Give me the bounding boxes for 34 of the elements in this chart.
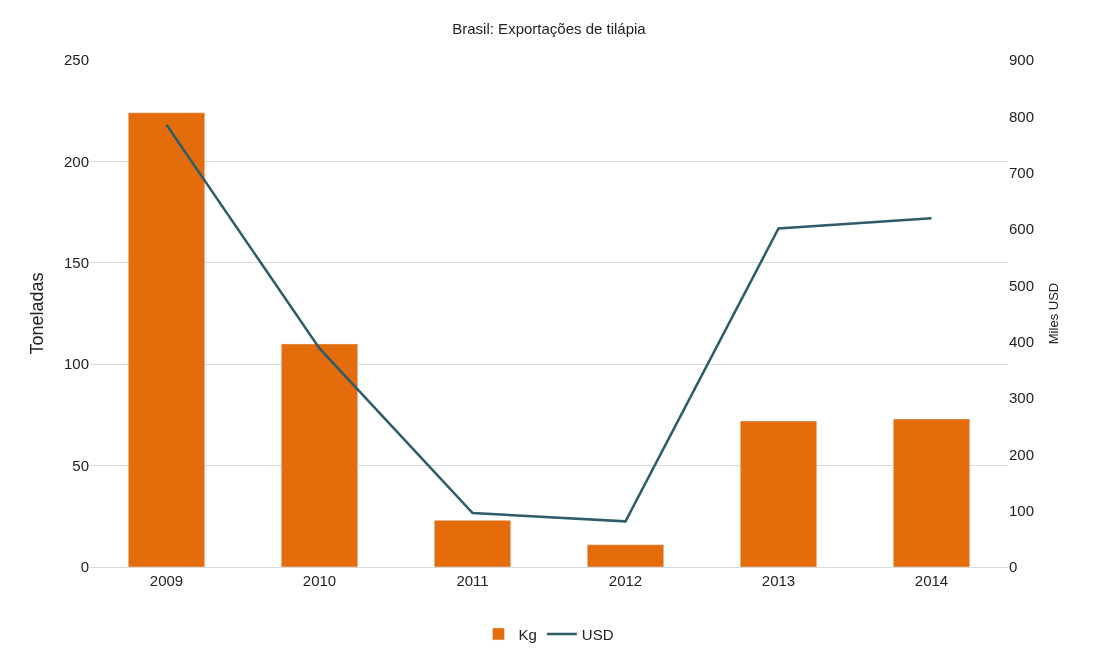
bar — [893, 418, 970, 567]
y-tick-label: 250 — [63, 51, 89, 69]
y-tick-label: 150 — [63, 254, 89, 272]
y-axis-title: Toneladas — [27, 272, 48, 355]
y2-tick-label: 900 — [1009, 51, 1035, 69]
y2-tick-label: 0 — [1009, 558, 1018, 576]
y2-tick-label: 700 — [1009, 163, 1035, 181]
x-tick-label: 2013 — [761, 572, 796, 589]
x-tick-label: 2011 — [456, 572, 489, 589]
y-tick-label: 200 — [63, 152, 89, 170]
chart-title: Brasil: Exportações de tilápia — [452, 19, 647, 37]
y2-axis-title: Miles USD — [1045, 282, 1061, 345]
y-tick-label: 50 — [72, 456, 89, 474]
y2-tick-label: 600 — [1009, 220, 1035, 238]
bar — [281, 343, 358, 567]
x-tick-label: 2010 — [302, 572, 337, 589]
y2-tick-label: 300 — [1009, 389, 1035, 407]
y-tick-label: 100 — [63, 355, 89, 373]
y2-tick-label: 400 — [1009, 332, 1035, 350]
x-tick-label: 2012 — [608, 572, 643, 589]
y2-tick-label: 800 — [1009, 107, 1035, 125]
legend-label: USD — [581, 625, 614, 643]
y2-tick-label: 500 — [1009, 276, 1035, 294]
bar — [587, 544, 664, 567]
y2-tick-label: 100 — [1009, 501, 1035, 519]
y2-tick-label: 200 — [1009, 445, 1035, 463]
legend-label: Kg — [518, 625, 537, 643]
x-tick-label: 2009 — [149, 572, 184, 589]
x-tick-label: 2014 — [914, 572, 949, 589]
bar — [740, 420, 817, 567]
line-series — [165, 123, 933, 523]
bar — [128, 112, 205, 567]
bar — [434, 520, 511, 567]
y-tick-label: 0 — [80, 558, 89, 576]
